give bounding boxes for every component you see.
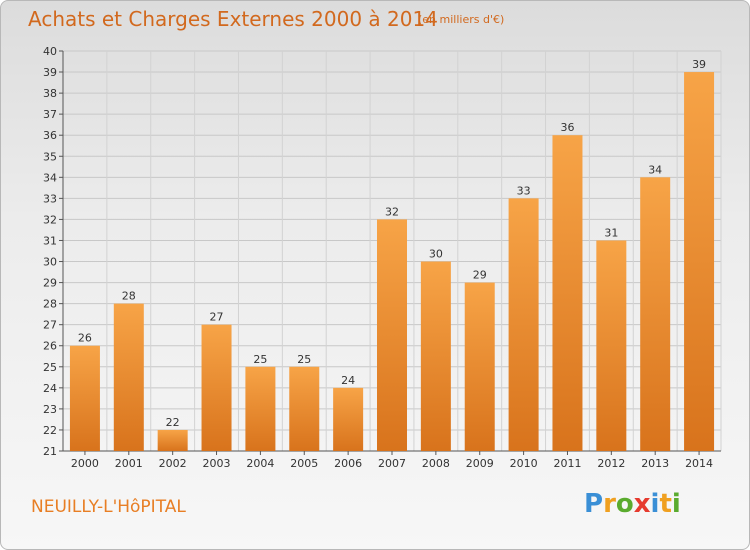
bar-value-label: 32: [385, 205, 399, 218]
x-tick-label: 2001: [115, 457, 143, 470]
y-tick-label: 27: [43, 319, 57, 332]
bar-value-label: 31: [604, 226, 618, 239]
logo-letter: i: [650, 489, 660, 519]
x-tick-label: 2002: [159, 457, 187, 470]
bar: [289, 366, 320, 451]
logo-letter: t: [659, 489, 672, 519]
logo-letter: P: [584, 489, 604, 519]
bar: [420, 261, 451, 451]
y-tick-label: 29: [43, 277, 57, 290]
x-tick-label: 2007: [378, 457, 406, 470]
x-tick-label: 2009: [466, 457, 494, 470]
bar: [508, 198, 539, 451]
bar: [684, 72, 715, 451]
x-tick-label: 2000: [71, 457, 99, 470]
bar-value-label: 33: [517, 184, 531, 197]
y-tick-label: 34: [43, 171, 57, 184]
y-tick-label: 26: [43, 340, 57, 353]
bar-value-label: 39: [692, 58, 706, 71]
location-name: NEUILLY-L'HôPITAL: [31, 497, 186, 517]
x-tick-label: 2011: [553, 457, 581, 470]
bar: [333, 387, 364, 451]
x-tick-label: 2014: [685, 457, 713, 470]
bar: [245, 366, 276, 451]
bar: [157, 429, 188, 451]
bar-value-label: 26: [78, 332, 92, 345]
bar-value-label: 28: [122, 290, 136, 303]
y-tick-label: 38: [43, 87, 57, 100]
bar-value-label: 25: [297, 353, 311, 366]
logo-letter: o: [615, 489, 634, 519]
bar: [69, 345, 100, 451]
bar: [113, 303, 144, 451]
bar-value-label: 25: [253, 353, 267, 366]
bar: [201, 324, 232, 451]
y-tick-label: 23: [43, 403, 57, 416]
x-tick-label: 2008: [422, 457, 450, 470]
y-tick-label: 36: [43, 129, 57, 142]
bar-layer: 26 28 22 27 25 25 24 32 30 29 33 36 31 34 39: [69, 58, 715, 452]
bar-value-label: 24: [341, 374, 355, 387]
logo-letter: x: [633, 489, 651, 519]
y-tick-label: 21: [43, 445, 57, 458]
bar: [640, 177, 671, 451]
bar: [552, 135, 583, 452]
y-tick-label: 22: [43, 424, 57, 437]
y-tick-label: 39: [43, 66, 57, 79]
y-tick-label: 25: [43, 361, 57, 374]
bar-value-label: 27: [210, 311, 224, 324]
y-tick-label: 33: [43, 192, 57, 205]
x-tick-label: 2003: [203, 457, 231, 470]
x-tick-label: 2010: [510, 457, 538, 470]
chart-subtitle: (en milliers d'€): [418, 13, 505, 26]
bar: [377, 219, 407, 451]
x-tick-label: 2006: [334, 457, 362, 470]
proxiti-logo: Proxiti: [584, 489, 681, 519]
y-tick-label: 40: [43, 45, 57, 58]
logo-letter: i: [671, 489, 681, 519]
y-tick-label: 30: [43, 256, 57, 269]
bar: [464, 282, 495, 451]
bar-value-label: 29: [473, 269, 487, 282]
bar-value-label: 36: [560, 121, 574, 134]
bar-value-label: 34: [648, 163, 662, 176]
y-tick-label: 32: [43, 213, 57, 226]
y-tick-label: 28: [43, 298, 57, 311]
y-tick-label: 37: [43, 108, 57, 121]
x-tick-label: 2004: [246, 457, 274, 470]
x-tick-label: 2005: [290, 457, 318, 470]
y-tick-label: 24: [43, 382, 57, 395]
x-tick-label: 2012: [597, 457, 625, 470]
logo-letter: r: [603, 489, 616, 519]
y-tick-label: 35: [43, 150, 57, 163]
x-tick-label: 2013: [641, 457, 669, 470]
bar: [596, 240, 627, 451]
bar-value-label: 22: [166, 416, 180, 429]
bar-value-label: 30: [429, 248, 443, 261]
chart-title: Achats et Charges Externes 2000 à 2014: [28, 7, 438, 31]
y-tick-label: 31: [43, 234, 57, 247]
